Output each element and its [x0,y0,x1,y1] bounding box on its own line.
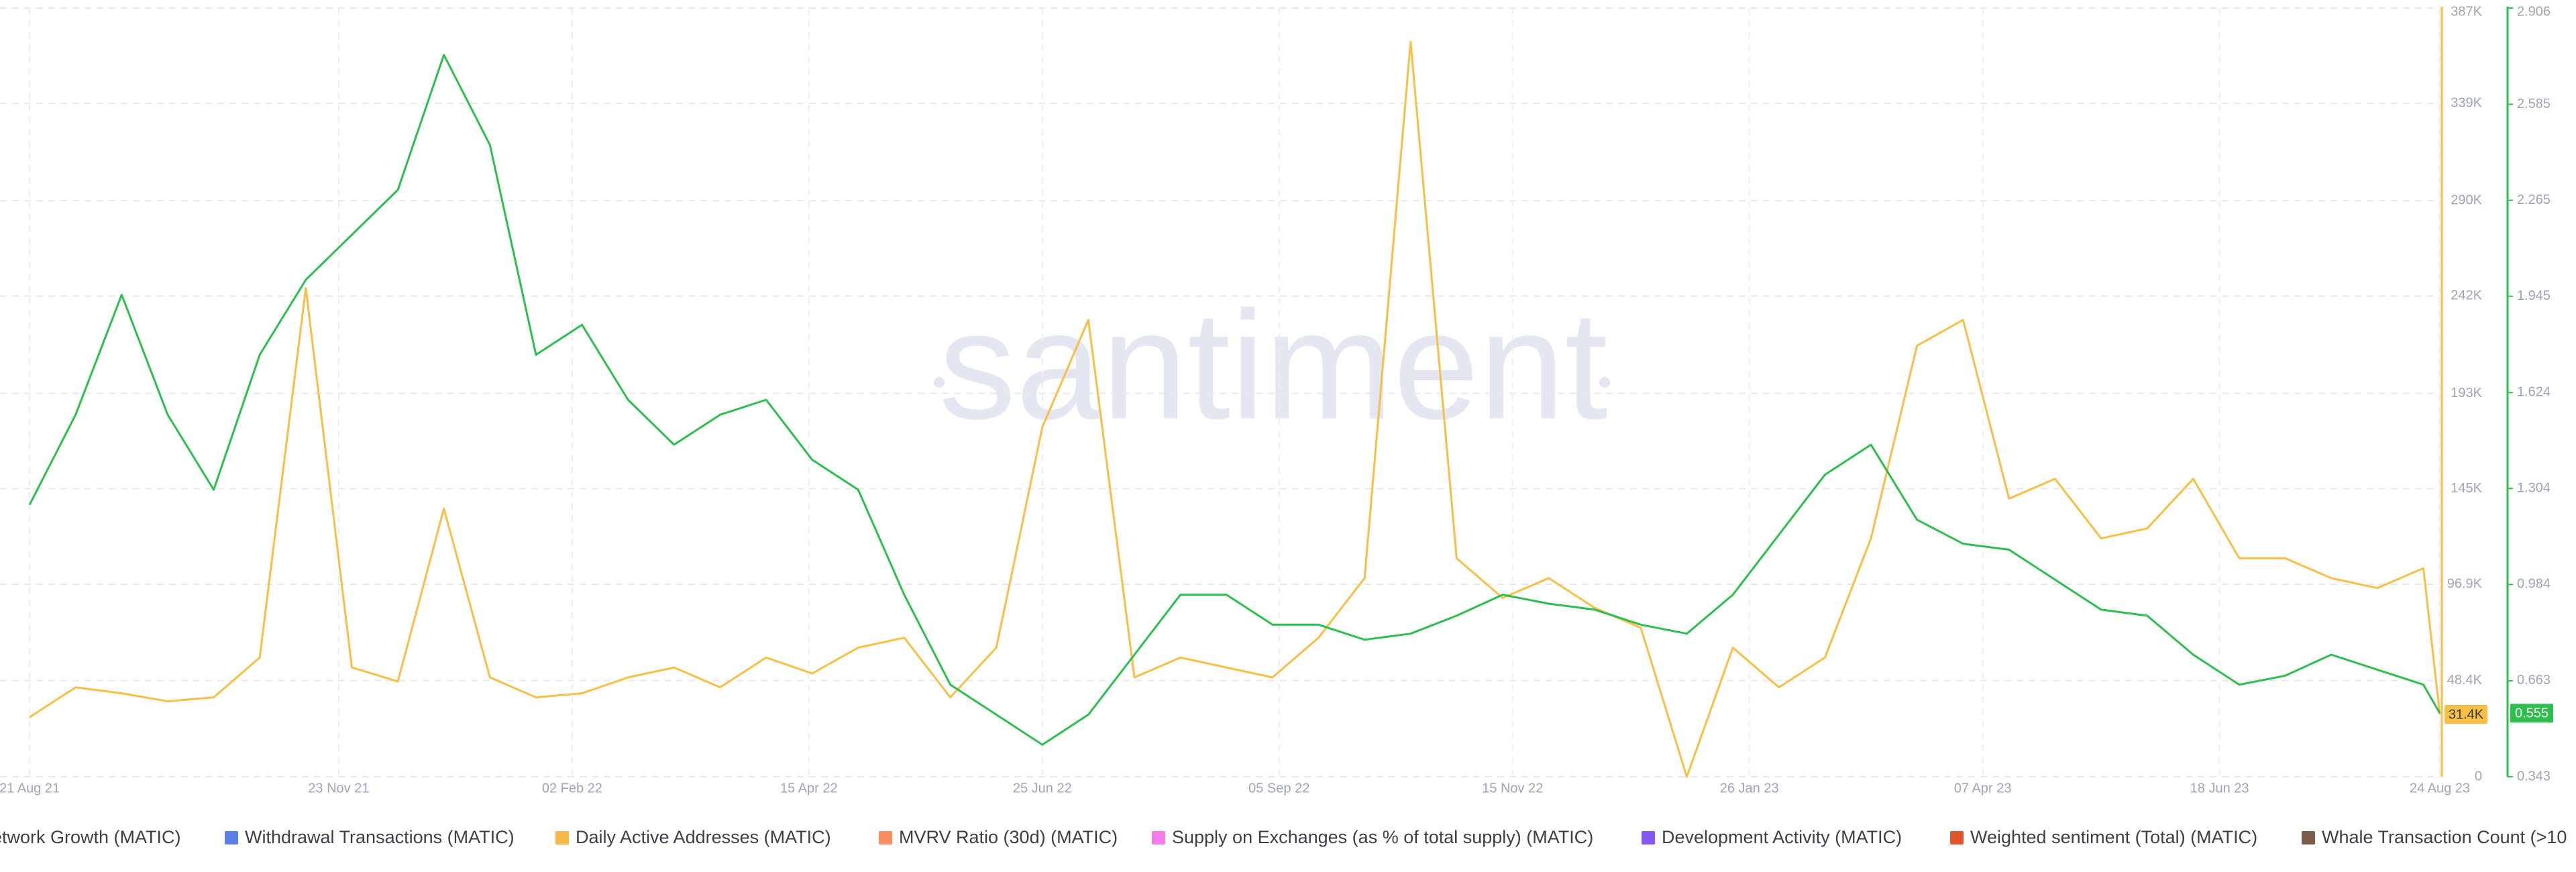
y2-tick-label: 1.304 [2517,481,2551,496]
y-tick-label: 339K [2451,95,2482,110]
legend-label: etwork Growth (MATIC) [0,827,181,847]
series-line [29,40,2441,778]
x-tick-label: 23 Nov 21 [308,781,369,796]
x-tick-label: 26 Jan 23 [1720,781,1779,796]
y-tick-label: 48.4K [2447,673,2483,688]
legend-label: Daily Active Addresses (MATIC) [576,827,831,847]
x-tick-label: 18 Jun 23 [2190,781,2249,796]
legend-label: Whale Transaction Count (>10 [2322,827,2567,847]
current-value-label: 0.555 [2515,706,2548,720]
x-tick-label: 21 Aug 21 [0,781,60,796]
y2-tick-label: 0.663 [2517,673,2551,688]
watermark-dot [934,377,945,388]
y2-tick-label: 0.984 [2517,577,2551,592]
legend-marker [1950,831,1964,844]
y-tick-label: 387K [2451,4,2482,19]
legend-label: MVRV Ratio (30d) (MATIC) [899,827,1118,847]
y-tick-label: 290K [2451,193,2482,208]
y-tick-label: 242K [2451,288,2482,303]
current-value-badge [2445,705,2487,724]
y-tick-label: 145K [2451,481,2482,496]
legend-marker [1152,831,1165,844]
y-tick-label: 0 [2475,769,2482,783]
x-tick-label: 15 Apr 22 [780,781,838,796]
y2-tick-label: 1.624 [2517,385,2551,400]
legend-marker [879,831,892,844]
current-value-badge [2510,704,2553,723]
watermark-dot [1599,377,1610,388]
watermark: santiment [938,279,1607,451]
y2-tick-label: 2.265 [2517,193,2551,207]
series-line [28,54,2441,746]
legend-label: Weighted sentiment (Total) (MATIC) [1970,827,2257,847]
y-tick-label: 96.9K [2447,576,2483,591]
x-tick-label: 02 Feb 22 [542,781,602,796]
legend-label: Development Activity (MATIC) [1662,827,1902,847]
legend-label: Withdrawal Transactions (MATIC) [245,827,515,847]
y2-tick-label: 2.906 [2517,4,2551,19]
legend-marker [1642,831,1655,844]
y2-tick-label: 1.945 [2517,288,2551,303]
legend-marker [225,831,238,844]
y2-tick-label: 0.343 [2517,769,2551,783]
legend-marker [555,831,569,844]
x-tick-label: 24 Aug 23 [2410,781,2470,796]
y-tick-label: 193K [2451,386,2482,400]
x-tick-label: 15 Nov 22 [1482,781,1543,796]
legend-marker [2302,831,2315,844]
x-tick-label: 05 Sep 22 [1248,781,1309,796]
x-tick-label: 07 Apr 23 [1954,781,2012,796]
legend-label: Supply on Exchanges (as % of total suppl… [1172,827,1593,847]
y2-tick-label: 2.585 [2517,97,2551,111]
x-tick-label: 25 Jun 22 [1013,781,1072,796]
current-value-label: 31.4K [2449,707,2484,722]
